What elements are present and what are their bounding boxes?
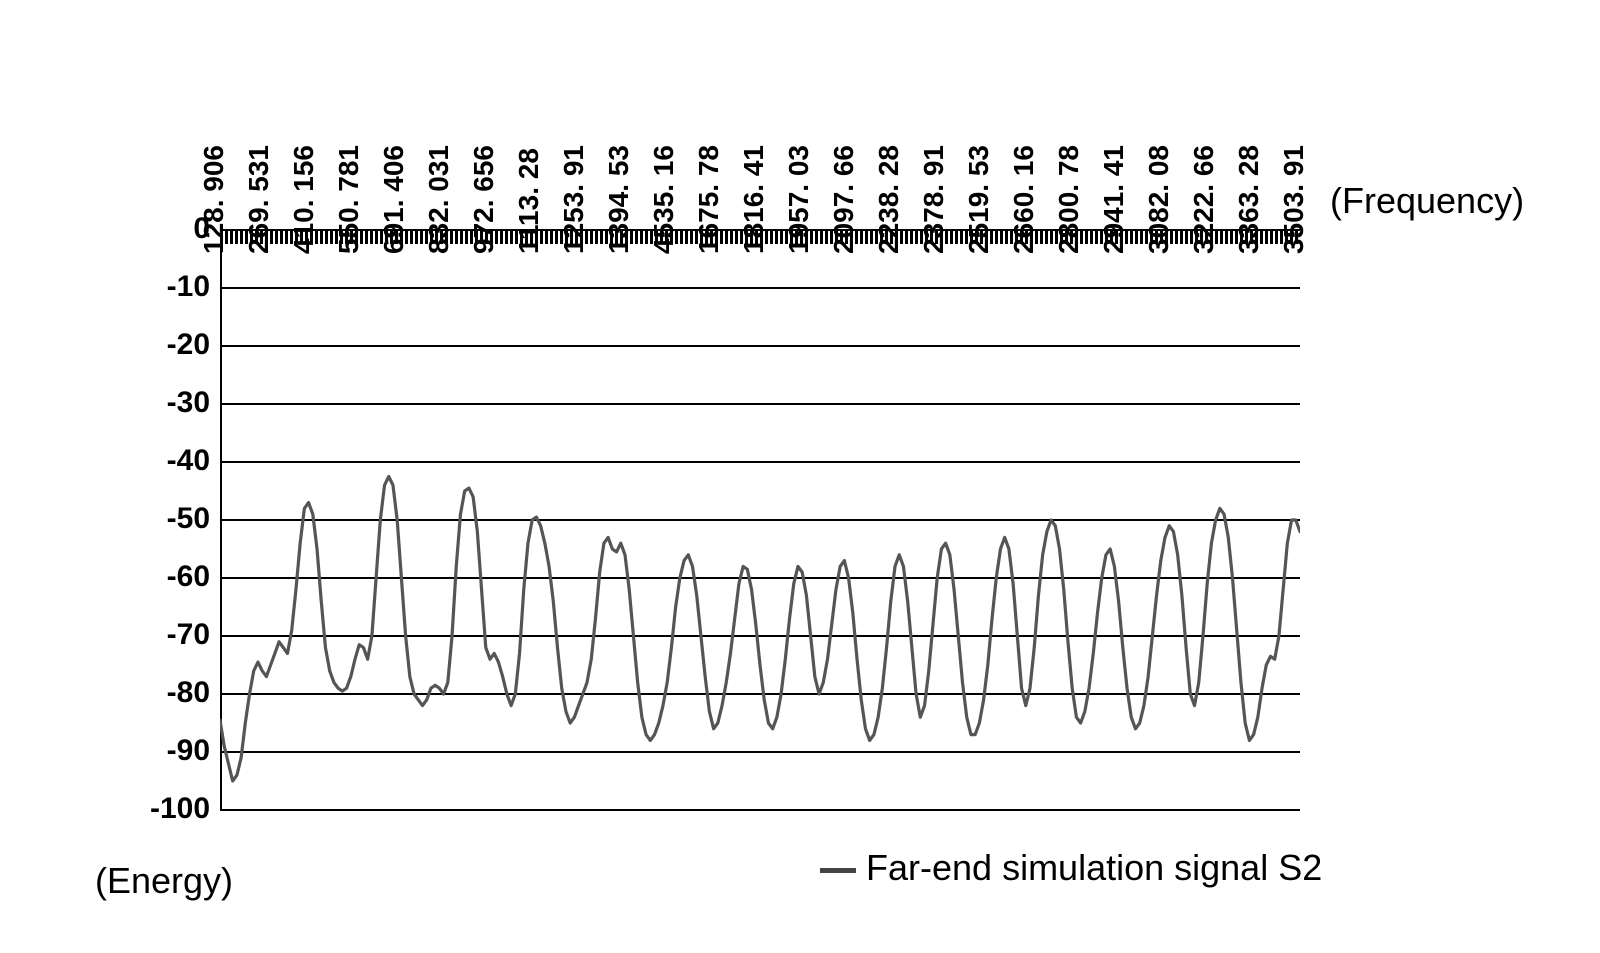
x-tick-label: 1957. 03	[783, 145, 815, 254]
y-tick-label: -30	[120, 386, 210, 420]
y-tick-label: -100	[120, 792, 210, 826]
y-tick-label: 0	[120, 212, 210, 246]
x-tick-label: 3503. 91	[1278, 145, 1310, 254]
x-tick-label: 269. 531	[243, 145, 275, 254]
plot-area	[220, 230, 1300, 810]
x-tick-label: 3222. 66	[1188, 145, 1220, 254]
x-tick-label: 2941. 41	[1098, 145, 1130, 254]
x-tick-label: 410. 156	[288, 145, 320, 254]
x-tick-label: 550. 781	[333, 145, 365, 254]
legend-label: Far-end simulation signal S2	[866, 847, 1322, 888]
x-tick-label: 2097. 66	[828, 145, 860, 254]
legend: Far-end simulation signal S2	[820, 847, 1322, 889]
chart-container: (Energy) (Frequency) Far-end simulation …	[0, 0, 1600, 953]
y-tick-label: -10	[120, 270, 210, 304]
x-tick-label: 1253. 91	[558, 145, 590, 254]
y-tick-label: -60	[120, 560, 210, 594]
x-tick-label: 3363. 28	[1233, 145, 1265, 254]
x-tick-label: 4535. 16	[648, 145, 680, 254]
x-tick-label: 2660. 16	[1008, 145, 1040, 254]
y-tick-label: -80	[120, 676, 210, 710]
x-tick-label: 2238. 28	[873, 145, 905, 254]
x-axis-title: (Frequency)	[1330, 180, 1524, 222]
x-tick-label: 832. 031	[423, 145, 455, 254]
x-tick-label: 972. 656	[468, 145, 500, 254]
x-tick-label: 691. 406	[378, 145, 410, 254]
x-tick-label: 1394. 53	[603, 145, 635, 254]
series-line	[220, 230, 1300, 810]
y-tick-label: -50	[120, 502, 210, 536]
x-tick-label: 1675. 78	[693, 145, 725, 254]
x-tick-label: 2800. 78	[1053, 145, 1085, 254]
legend-line-sample	[820, 868, 856, 873]
y-tick-label: -90	[120, 734, 210, 768]
x-tick-label: 128. 906	[198, 145, 230, 254]
x-tick-label: 1816. 41	[738, 145, 770, 254]
x-tick-label: 2378. 91	[918, 145, 950, 254]
y-tick-label: -70	[120, 618, 210, 652]
x-tick-label: 2519. 53	[963, 145, 995, 254]
y-tick-label: -40	[120, 444, 210, 478]
x-tick-label: 1113. 28	[513, 148, 545, 254]
y-axis-title: (Energy)	[95, 860, 233, 902]
x-tick-label: 3082. 08	[1143, 145, 1175, 254]
y-tick-label: -20	[120, 328, 210, 362]
